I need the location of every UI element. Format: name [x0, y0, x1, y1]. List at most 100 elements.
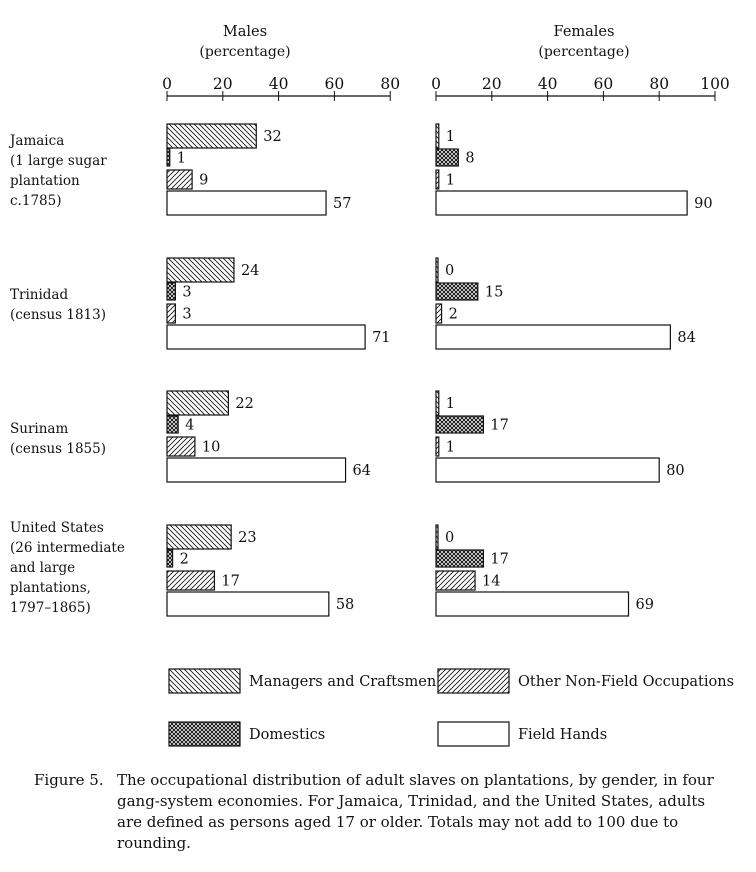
bar-value-label: 0 — [445, 530, 454, 546]
bar-value-label: 32 — [263, 129, 281, 145]
legend-swatch — [168, 668, 241, 694]
group-label-united-states: United States (26 intermediate and large… — [10, 518, 160, 618]
group-label-line: and large — [10, 560, 76, 576]
bar-value-label: 2 — [449, 307, 458, 323]
bar-value-label: 23 — [238, 530, 256, 546]
bar-value-label: 8 — [465, 151, 474, 167]
bar — [435, 282, 479, 301]
bar-value-label: 0 — [445, 263, 454, 279]
x-tick-label: 40 — [269, 75, 289, 93]
bar-value-label: 1 — [446, 173, 455, 189]
bar — [166, 524, 232, 550]
legend: Managers and Craftsmen Other Non-Field Oc… — [168, 668, 734, 747]
bar-value-label: 2 — [180, 552, 189, 568]
bar-value-label: 90 — [694, 196, 712, 212]
bar-value-label: 15 — [485, 285, 503, 301]
group-label-jamaica: Jamaica (1 large sugar plantation c.1785… — [10, 131, 160, 211]
bar-value-label: 69 — [636, 597, 654, 613]
group-label-line: United States — [10, 520, 104, 536]
legend-label: Other Non-Field Occupations — [518, 674, 734, 690]
bar-value-label: 80 — [666, 463, 684, 479]
bar-value-label: 1 — [446, 396, 455, 412]
bar — [166, 282, 176, 301]
x-tick-label: 20 — [213, 75, 233, 93]
bar — [435, 324, 671, 350]
legend-swatch — [437, 721, 510, 747]
group-label-line: (1 large sugar — [10, 153, 107, 169]
caption-text: The occupational distribution of adult s… — [117, 771, 714, 852]
bar-value-label: 4 — [185, 418, 194, 434]
bar — [435, 415, 485, 434]
panel-subtitle: (percentage) — [199, 44, 290, 60]
figure-caption: Figure 5. The occupational distribution … — [34, 770, 730, 854]
bar — [435, 169, 440, 190]
group-label-line: Surinam — [10, 421, 69, 437]
group-label-surinam: Surinam (census 1855) — [10, 419, 160, 459]
bar-value-label: 17 — [490, 552, 508, 568]
bar-value-label: 24 — [241, 263, 259, 279]
bar-value-label: 1 — [446, 129, 455, 145]
group-label-trinidad: Trinidad (census 1813) — [10, 285, 160, 325]
panel-females: Females(percentage)0 20 40 60 80 100181900152… — [431, 24, 730, 617]
bar — [166, 169, 193, 190]
bar-value-label: 3 — [182, 285, 191, 301]
group-label-line: c.1785) — [10, 193, 62, 209]
bar — [435, 190, 688, 216]
panel-males: Males(percentage)0 20 40 60 8032195724337122… — [162, 24, 400, 617]
bar — [435, 591, 630, 617]
legend-label: Domestics — [249, 727, 325, 743]
bar — [166, 190, 327, 216]
legend-label: Field Hands — [518, 727, 607, 743]
bar-value-label: 10 — [202, 440, 220, 456]
bar — [435, 570, 476, 591]
x-tick-label: 0 — [162, 75, 172, 93]
group-label-line: (census 1855) — [10, 441, 106, 457]
bar-value-label: 17 — [490, 418, 508, 434]
bar-value-label: 58 — [336, 597, 354, 613]
bar-value-label: 57 — [333, 196, 351, 212]
bar — [166, 570, 216, 591]
bar — [435, 303, 443, 324]
bar-value-label: 1 — [177, 151, 186, 167]
bar — [166, 390, 229, 416]
bar-value-label: 71 — [372, 330, 390, 346]
bar-value-label: 1 — [446, 440, 455, 456]
panel-subtitle: (percentage) — [538, 44, 629, 60]
x-tick-label: 60 — [594, 75, 614, 93]
group-label-line: Trinidad — [10, 287, 69, 303]
bar-value-label: 22 — [235, 396, 253, 412]
bar — [166, 549, 174, 568]
bar — [435, 148, 459, 167]
bar — [166, 324, 366, 350]
bar — [166, 415, 179, 434]
legend-swatch — [168, 721, 241, 747]
bar — [435, 390, 440, 416]
x-tick-label: 20 — [482, 75, 502, 93]
group-label-line: plantations, — [10, 580, 91, 596]
bar-value-label: 64 — [353, 463, 371, 479]
legend-label: Managers and Craftsmen — [249, 674, 436, 690]
caption-label: Figure 5. — [34, 771, 104, 789]
x-tick-label: 40 — [538, 75, 558, 93]
bar — [166, 148, 171, 167]
bar — [435, 524, 439, 550]
bar — [166, 303, 176, 324]
legend-swatch — [437, 668, 510, 694]
bar — [435, 457, 660, 483]
bar-value-label: 17 — [221, 574, 239, 590]
x-tick-label: 60 — [325, 75, 345, 93]
group-label-line: Jamaica — [10, 133, 65, 149]
bar-value-label: 84 — [677, 330, 695, 346]
bar — [435, 549, 485, 568]
bar — [166, 436, 196, 457]
bar — [166, 257, 235, 283]
group-label-line: (census 1813) — [10, 307, 106, 323]
group-label-line: (26 intermediate — [10, 540, 125, 556]
bar — [435, 436, 440, 457]
panel-title: Females — [554, 24, 615, 40]
panel-title: Males — [223, 24, 267, 40]
bar — [166, 457, 347, 483]
bar — [435, 123, 440, 149]
